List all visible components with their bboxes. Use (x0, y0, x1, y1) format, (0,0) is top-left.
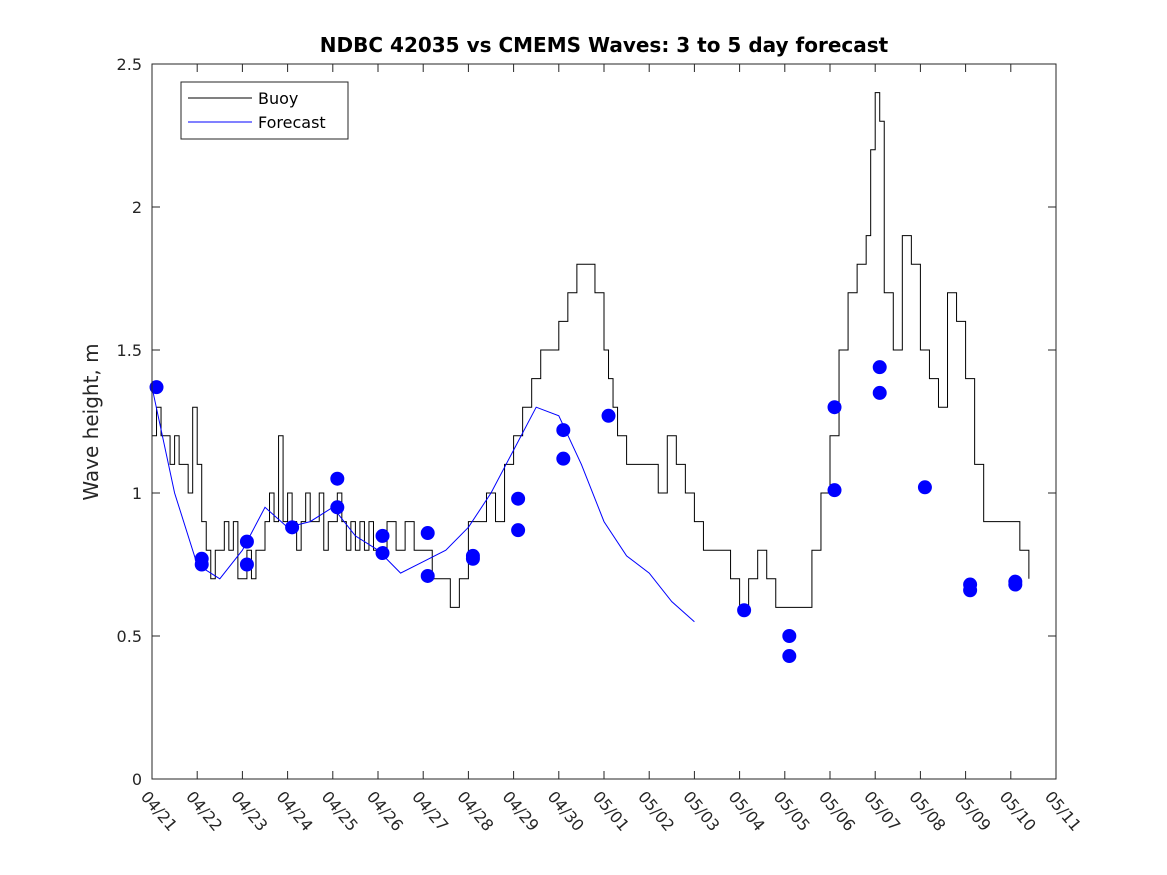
chart-title: NDBC 42035 vs CMEMS Waves: 3 to 5 day fo… (320, 33, 889, 57)
plot-area (152, 64, 1056, 779)
y-tick-label: 0 (132, 770, 142, 789)
forecast-marker (827, 400, 842, 415)
x-tick-label: 04/24 (273, 787, 317, 835)
legend: Buoy Forecast (180, 81, 349, 140)
x-tick-label: 04/25 (318, 787, 362, 835)
x-tick-label: 04/21 (137, 787, 181, 835)
x-tick-label: 04/27 (408, 787, 452, 835)
x-tick-label: 05/04 (725, 787, 769, 835)
forecast-marker (1008, 577, 1023, 592)
forecast-marker (917, 480, 932, 495)
x-tick-label: 05/01 (589, 787, 633, 835)
series-line-buoy (152, 92, 1030, 608)
forecast-marker (827, 483, 842, 498)
forecast-marker (782, 629, 797, 643)
forecast-marker (420, 526, 435, 541)
x-tick-label: 04/26 (363, 787, 407, 835)
x-tick-label: 05/05 (770, 787, 814, 835)
forecast-marker (239, 557, 254, 572)
forecast-marker (375, 528, 390, 543)
x-tick-label: 05/09 (951, 787, 995, 835)
plot-frame (151, 63, 1057, 780)
x-tick-label: 04/28 (453, 787, 497, 835)
y-tick-label: 2.5 (117, 55, 142, 74)
x-tick-label: 05/06 (815, 787, 859, 835)
forecast-markers (149, 360, 1023, 664)
x-tick-label: 05/02 (634, 787, 678, 835)
x-tick-label: 05/03 (679, 787, 723, 835)
legend-buoy-label: Buoy (258, 89, 298, 108)
forecast-marker (737, 603, 752, 618)
forecast-marker (782, 649, 797, 664)
forecast-marker (330, 471, 345, 486)
y-axis-title: Wave height, m (79, 343, 103, 500)
forecast-marker (556, 451, 571, 466)
x-tick-label: 04/23 (227, 787, 271, 835)
y-tick-label: 2 (132, 198, 142, 217)
legend-forecast-label: Forecast (258, 113, 326, 132)
forecast-marker (194, 557, 209, 572)
forecast-marker (511, 491, 526, 506)
x-tick-label: 05/11 (1041, 787, 1085, 835)
x-tick-label: 05/10 (996, 787, 1040, 835)
forecast-marker (375, 546, 390, 561)
y-tick-label: 1.5 (117, 341, 142, 360)
forecast-marker (601, 408, 616, 423)
legend-box (180, 81, 349, 140)
x-tick-label: 04/22 (182, 787, 226, 835)
x-tick-label: 04/29 (499, 787, 543, 835)
forecast-marker (285, 520, 300, 535)
forecast-marker (239, 534, 254, 549)
forecast-marker (330, 500, 345, 515)
y-tick-label: 0.5 (117, 627, 142, 646)
forecast-marker (872, 385, 887, 400)
forecast-marker (149, 380, 164, 395)
x-tick-label: 05/07 (860, 787, 904, 835)
x-tick-label: 04/30 (544, 787, 588, 835)
forecast-marker (465, 551, 480, 566)
forecast-marker (511, 523, 526, 538)
forecast-marker (963, 583, 978, 598)
forecast-marker (420, 568, 435, 583)
x-tick-label: 05/08 (905, 787, 949, 835)
y-tick-label: 1 (132, 484, 142, 503)
series-layer (151, 92, 1030, 623)
forecast-marker (872, 360, 887, 375)
series-line-forecast (151, 387, 695, 623)
forecast-marker (556, 423, 571, 438)
